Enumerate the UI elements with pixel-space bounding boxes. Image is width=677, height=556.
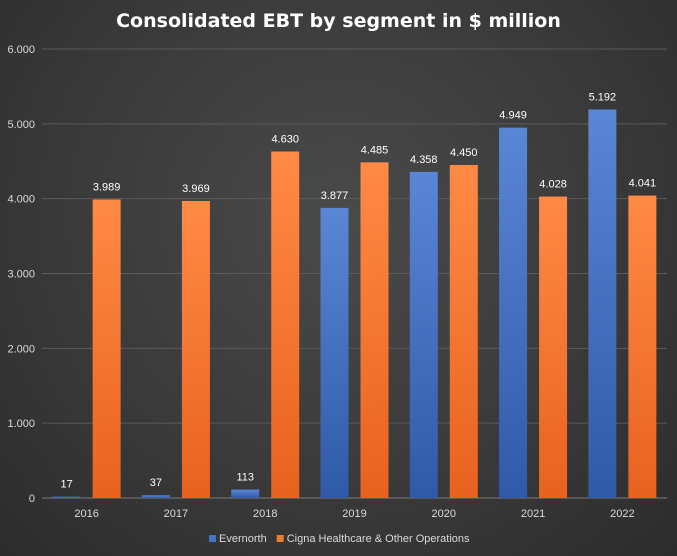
- bar-evernorth-2018: [231, 489, 260, 498]
- data-label: 3.877: [321, 190, 349, 202]
- bar-cigna-healthcare-2019: [360, 162, 389, 498]
- legend-swatch: [276, 535, 284, 542]
- bars: [52, 109, 657, 499]
- bar-cigna-healthcare-2022: [628, 195, 657, 498]
- data-label: 4.630: [271, 134, 299, 146]
- data-labels: 17 3.989 37 3.969 113 4.630 3.877 4.485 4.358 4.4…: [61, 91, 657, 490]
- bar-cigna-healthcare-2016: [92, 199, 121, 498]
- data-label: 4.028: [539, 179, 567, 191]
- data-label: 4.041: [629, 178, 657, 190]
- legend: Evernorth Cigna Healthcare & Other Operat…: [209, 533, 470, 545]
- bar-evernorth-2021: [499, 127, 528, 498]
- bar-evernorth-2016: [52, 496, 81, 498]
- bar-cigna-healthcare-2018: [271, 151, 300, 498]
- bar-cigna-healthcare-2017: [181, 200, 210, 498]
- data-label: 3.989: [93, 181, 121, 193]
- bar-cigna-healthcare-2020: [449, 164, 478, 498]
- x-tick-label: 2017: [164, 508, 188, 520]
- x-tick-label: 2019: [342, 508, 366, 520]
- x-tick-label: 2020: [432, 508, 456, 520]
- x-tick-label: 2022: [610, 508, 634, 520]
- data-label: 4.485: [361, 144, 389, 156]
- y-tick-label: 1.000: [7, 418, 35, 430]
- x-tick-label: 2016: [74, 508, 98, 520]
- data-label: 113: [236, 472, 254, 484]
- bar-evernorth-2020: [409, 171, 438, 498]
- data-label: 4.949: [499, 110, 527, 122]
- bar-cigna-healthcare-2021: [539, 196, 568, 498]
- legend-swatch: [209, 535, 216, 542]
- y-axis-ticks: 0 1.000 2.000 3.000 4.000 5.000 6.000: [7, 44, 35, 505]
- x-tick-label: 2021: [521, 508, 545, 520]
- y-tick-label: 0: [29, 493, 35, 505]
- bar-evernorth-2019: [320, 207, 349, 499]
- x-tick-label: 2018: [253, 508, 277, 520]
- y-tick-label: 5.000: [7, 119, 35, 131]
- data-label: 4.450: [450, 147, 478, 159]
- data-label: 17: [61, 479, 73, 491]
- y-tick-label: 6.000: [7, 44, 35, 56]
- gridlines: [42, 48, 667, 499]
- data-label: 3.969: [182, 183, 210, 195]
- legend-label: Evernorth: [219, 533, 267, 545]
- legend-label: Cigna Healthcare & Other Operations: [287, 533, 470, 545]
- chart-title: Consolidated EBT by segment in $ million: [116, 10, 561, 32]
- y-tick-label: 3.000: [7, 269, 35, 281]
- bar-evernorth-2017: [141, 495, 170, 498]
- y-tick-label: 4.000: [7, 194, 35, 206]
- x-axis-ticks: 2016 2017 2018 2019 2020 2021 2022: [74, 508, 634, 520]
- data-label: 4.358: [410, 154, 438, 166]
- bar-evernorth-2022: [588, 109, 617, 498]
- y-tick-label: 2.000: [7, 343, 35, 355]
- data-label: 37: [150, 477, 162, 489]
- data-label: 5.192: [589, 91, 617, 103]
